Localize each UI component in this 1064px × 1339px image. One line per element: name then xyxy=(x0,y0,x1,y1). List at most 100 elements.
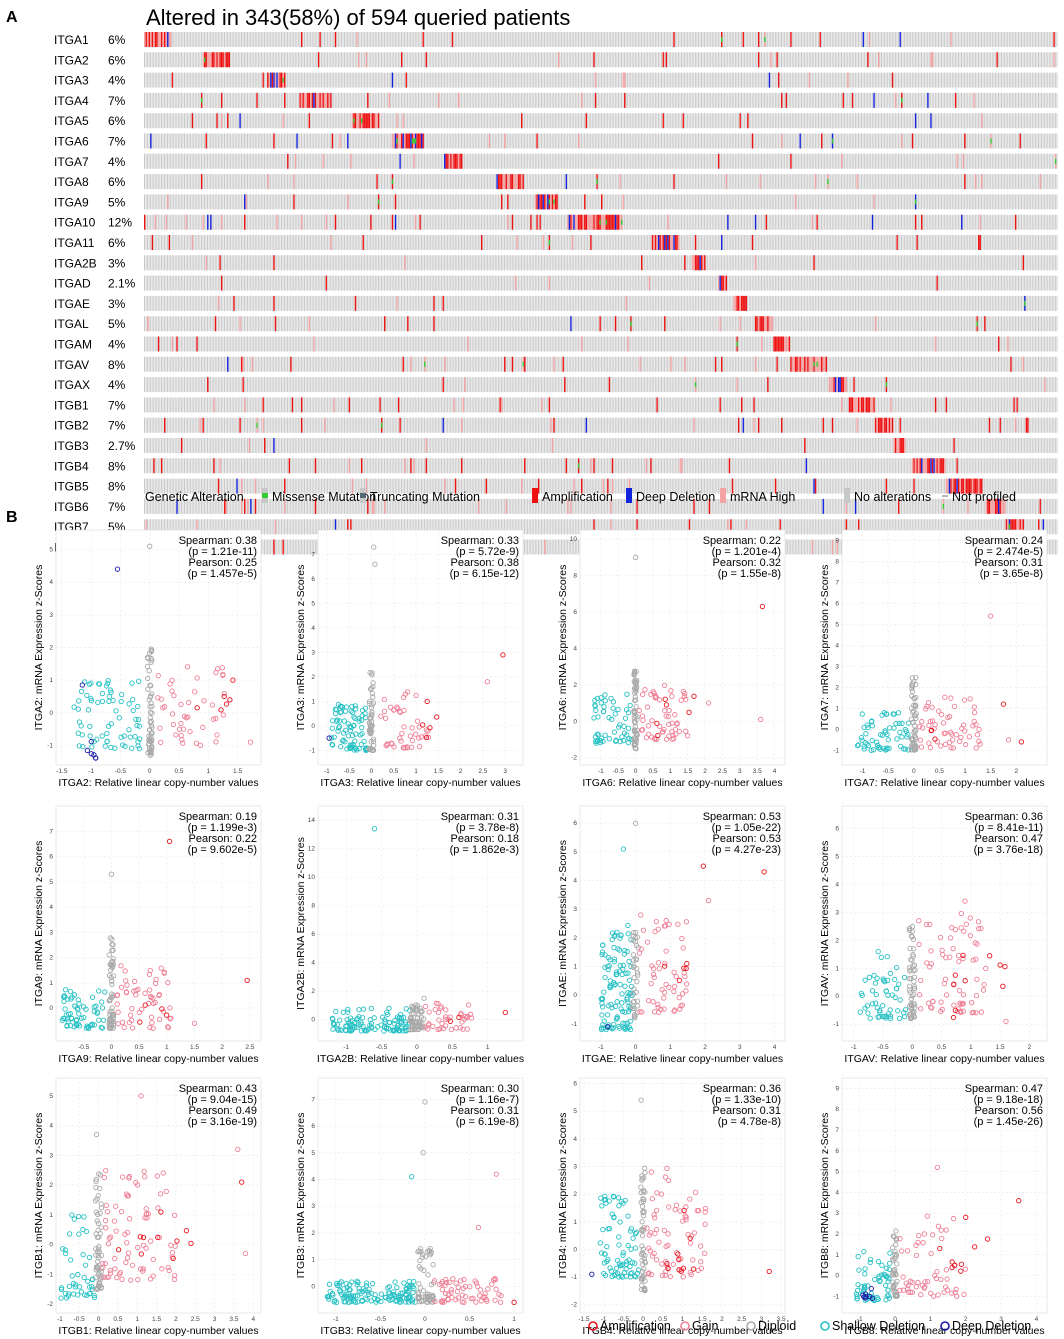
point-gain xyxy=(904,1248,911,1254)
point-gain xyxy=(943,1227,949,1233)
point-shallow xyxy=(605,1256,611,1263)
point-diploid xyxy=(94,1264,101,1270)
point-gain xyxy=(645,723,652,729)
gene-label: ITGA4 xyxy=(54,94,89,108)
point-shallow xyxy=(102,989,108,995)
stat-line: Pearson: 0.31 xyxy=(451,1105,520,1117)
mrna-high-cells xyxy=(217,295,741,311)
point-diploid xyxy=(908,736,915,742)
mrna-high-cells xyxy=(154,214,981,230)
point-gain xyxy=(977,741,983,747)
point-shallow xyxy=(858,1284,864,1290)
percent-label: 8% xyxy=(108,480,126,494)
point-diploid xyxy=(634,970,641,976)
point-shallow xyxy=(352,715,358,721)
point-shallow xyxy=(354,1278,360,1284)
y-axis-label: ITGB1: mRNA Expression z-Scores xyxy=(33,1113,45,1279)
point-shallow xyxy=(599,1012,605,1018)
point-gain xyxy=(148,1238,154,1244)
point-shallow xyxy=(854,1287,861,1294)
point-shallow xyxy=(60,1246,66,1252)
point-diploid xyxy=(422,1099,428,1105)
point-gain xyxy=(448,1289,454,1295)
y-tick-label: 0 xyxy=(835,1273,839,1280)
gene-label: ITGA9 xyxy=(54,195,89,209)
point-gain xyxy=(143,1211,149,1218)
point-diploid xyxy=(632,820,639,826)
percent-label: 6% xyxy=(108,175,126,189)
point-diploid xyxy=(108,1022,114,1028)
point-gain xyxy=(673,1250,680,1256)
point-gain xyxy=(973,992,980,999)
point-shallow xyxy=(893,985,900,992)
point-shallow xyxy=(902,726,908,733)
y-axis-label: ITGAV: mRNA Expression z-Scores xyxy=(819,841,831,1007)
point-diploid xyxy=(640,1198,646,1205)
y-tick-label: -1 xyxy=(571,1021,577,1028)
point-gain xyxy=(924,1213,931,1219)
point-gain xyxy=(416,743,423,750)
point-shallow xyxy=(119,691,125,698)
no-alteration-cells xyxy=(144,458,1058,474)
point-shallow xyxy=(340,737,346,743)
point-gain xyxy=(113,1228,119,1234)
point-shallow xyxy=(602,952,608,958)
point-shallow xyxy=(338,1279,344,1285)
percent-label: 8% xyxy=(108,358,126,372)
point-gain xyxy=(104,1209,111,1215)
point-diploid xyxy=(147,682,153,688)
point-shallow xyxy=(362,705,369,711)
point-gain xyxy=(117,1269,124,1276)
point-diploid xyxy=(95,1252,101,1258)
point-diploid xyxy=(909,934,915,940)
point-shallow xyxy=(336,725,342,731)
point-gain xyxy=(132,978,138,985)
point-shallow xyxy=(62,987,69,993)
point-gain xyxy=(397,709,403,715)
point-gain xyxy=(384,741,390,747)
point-amp xyxy=(971,1244,978,1250)
point-shallow xyxy=(344,1016,350,1023)
point-gain xyxy=(121,1024,127,1030)
point-shallow xyxy=(385,1285,391,1291)
point-shallow xyxy=(622,1197,628,1204)
point-shallow xyxy=(616,1242,622,1248)
point-diploid xyxy=(93,1209,99,1215)
point-shallow xyxy=(625,989,631,996)
point-shallow xyxy=(597,1240,603,1246)
point-gain xyxy=(160,1170,166,1176)
x-tick-label: -0.5 xyxy=(613,768,625,775)
point-shallow xyxy=(901,1013,908,1020)
point-shallow xyxy=(75,706,81,712)
point-gain xyxy=(661,989,668,996)
point-gain xyxy=(949,1290,955,1296)
deep-deletion-cells xyxy=(719,275,721,291)
point-gain xyxy=(915,1279,921,1286)
point-gain xyxy=(436,1017,442,1023)
point-diploid xyxy=(630,952,637,958)
point-gain xyxy=(465,1013,471,1020)
amplification-cells xyxy=(157,336,1000,352)
point-shallow xyxy=(359,1015,366,1021)
point-gain xyxy=(470,1295,476,1301)
point-diploid xyxy=(147,749,154,756)
point-shallow xyxy=(108,744,114,751)
oncoprint-row-itga2b: ITGA2B 3% xyxy=(54,255,1058,271)
point-gain xyxy=(422,1003,429,1010)
point-shallow xyxy=(409,1296,416,1303)
no-alteration-cells xyxy=(144,52,1058,68)
oncoprint-row-itga3: ITGA3 4% xyxy=(54,72,1058,88)
y-tick-label: 8 xyxy=(573,573,577,580)
point-diploid xyxy=(913,694,919,701)
point-amp xyxy=(687,1235,693,1241)
y-tick-label: 6 xyxy=(835,600,839,607)
point-shallow xyxy=(609,1211,615,1217)
point-amp xyxy=(662,963,668,969)
point-shallow xyxy=(881,745,887,751)
oncoprint-row-itgad: ITGAD 2.1% xyxy=(54,275,1058,291)
point-shallow xyxy=(349,732,356,739)
point-gain xyxy=(666,984,672,990)
